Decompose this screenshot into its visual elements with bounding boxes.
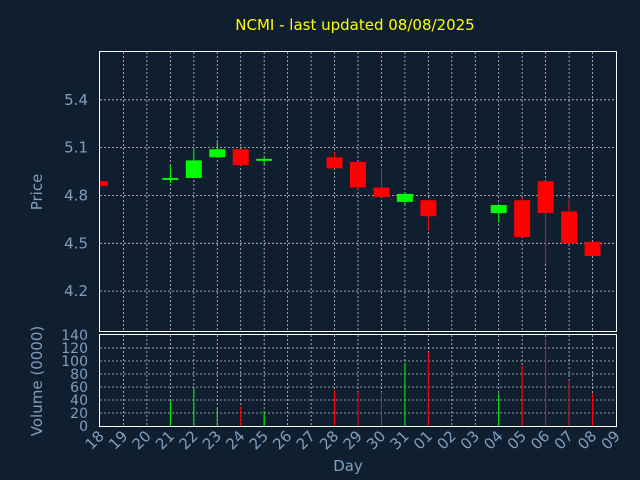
chart-title: NCMI - last updated 08/08/2025 xyxy=(235,16,474,34)
volume-y-tick-label: 120 xyxy=(61,341,88,357)
candle-body xyxy=(209,149,226,158)
x-tick-label: 08 xyxy=(574,427,600,453)
price-panel-frame xyxy=(99,51,617,332)
x-tick-label: 22 xyxy=(175,427,201,453)
price-y-tick-label: 4.5 xyxy=(64,234,88,252)
candle-body xyxy=(490,205,507,214)
candle-body xyxy=(561,211,578,244)
candle-body xyxy=(100,181,108,186)
candle-body xyxy=(162,177,179,180)
x-tick-label: 30 xyxy=(363,427,389,453)
x-tick-label: 31 xyxy=(387,427,413,453)
volume-y-tick-label: 60 xyxy=(70,380,88,396)
candles xyxy=(100,141,601,265)
x-axis-label: Day xyxy=(333,457,363,475)
candle-body xyxy=(185,160,202,178)
x-tick-label: 19 xyxy=(105,427,131,453)
x-axis-ticks: 1819202122232425262728293031010203040506… xyxy=(82,427,624,453)
x-tick-label: 26 xyxy=(269,427,295,453)
volume-y-tick-label: 40 xyxy=(70,393,88,409)
candle-body xyxy=(326,157,343,169)
x-tick-label: 04 xyxy=(480,427,506,453)
price-y-tick-label: 5.1 xyxy=(64,139,88,157)
volume-y-tick-label: 140 xyxy=(61,328,88,344)
candle-body xyxy=(420,200,437,217)
candle-body xyxy=(396,193,413,202)
x-tick-label: 27 xyxy=(293,427,319,453)
x-tick-label: 09 xyxy=(598,427,624,453)
x-tick-label: 20 xyxy=(129,427,155,453)
x-tick-label: 23 xyxy=(199,427,225,453)
x-tick-label: 24 xyxy=(222,427,248,453)
price-y-tick-label: 5.4 xyxy=(64,91,88,109)
x-tick-label: 21 xyxy=(152,427,178,453)
candle-body xyxy=(350,162,366,188)
candle-body xyxy=(584,241,601,257)
price-y-ticks: 4.2 4.5 4.8 5.1 5.4 xyxy=(64,91,88,300)
volume-y-tick-label: 20 xyxy=(70,406,88,422)
volume-axis-label: Volume (0000) xyxy=(28,326,46,436)
volume-bars xyxy=(169,338,594,426)
volume-y-tick-label: 100 xyxy=(61,354,88,370)
candle-body xyxy=(256,158,273,161)
candle-body xyxy=(232,149,249,166)
volume-y-tick-label: 80 xyxy=(70,367,88,383)
x-tick-label: 25 xyxy=(246,427,272,453)
price-y-tick-label: 4.2 xyxy=(64,282,88,300)
x-tick-label: 05 xyxy=(504,427,530,453)
x-tick-label: 07 xyxy=(551,427,577,453)
price-grid xyxy=(100,52,616,331)
x-tick-label: 28 xyxy=(316,427,342,453)
price-axis-label: Price xyxy=(28,174,46,211)
candle-body xyxy=(373,187,390,198)
x-tick-label: 03 xyxy=(457,427,483,453)
price-y-tick-label: 4.8 xyxy=(64,186,88,204)
volume-grid xyxy=(100,335,616,426)
x-tick-label: 29 xyxy=(340,427,366,453)
x-tick-label: 02 xyxy=(433,427,459,453)
volume-panel-frame xyxy=(99,334,617,427)
candle-body xyxy=(537,181,554,214)
x-tick-label: 06 xyxy=(527,427,553,453)
candle-body xyxy=(514,200,531,237)
x-tick-label: 01 xyxy=(410,427,436,453)
volume-y-tick-label: 0 xyxy=(79,419,88,435)
